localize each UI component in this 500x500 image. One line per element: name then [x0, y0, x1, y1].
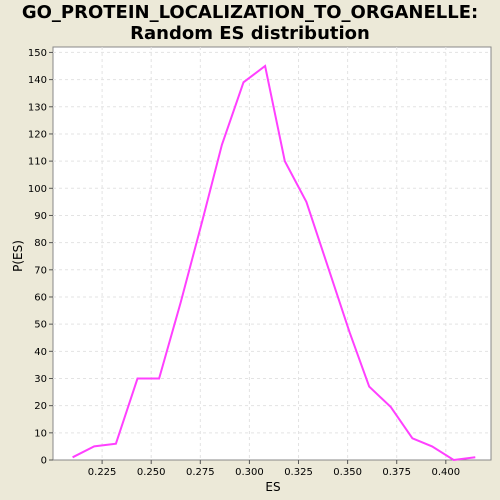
y-tick-label: 150 — [28, 48, 47, 59]
y-tick-label: 80 — [34, 238, 47, 249]
y-tick-label: 120 — [28, 129, 47, 140]
chart-title: GO_PROTEIN_LOCALIZATION_TO_ORGANELLE: Ra… — [0, 2, 500, 44]
y-tick-label: 30 — [34, 374, 47, 385]
chart-title-line-2: Random ES distribution — [130, 23, 370, 44]
y-tick-label: 0 — [41, 456, 47, 467]
x-tick-label: 0.250 — [137, 467, 166, 478]
y-tick-label: 130 — [28, 102, 47, 113]
y-tick-label: 100 — [28, 184, 47, 195]
x-tick-label: 0.275 — [186, 467, 215, 478]
y-tick-label: 20 — [34, 401, 47, 412]
x-tick-label: 0.400 — [432, 467, 461, 478]
y-tick-label: 140 — [28, 75, 47, 86]
y-tick-label: 90 — [34, 211, 47, 222]
y-tick-label: 50 — [34, 320, 47, 331]
y-tick-label: 60 — [34, 292, 47, 303]
y-axis-label: P(ES) — [11, 240, 25, 272]
x-tick-label: 0.300 — [235, 467, 264, 478]
y-tick-label: 10 — [34, 428, 47, 439]
x-axis-ticks: 0.225 0.250 0.275 0.300 0.325 0.350 0.375 0.400 — [88, 460, 460, 478]
y-tick-label: 40 — [34, 347, 47, 358]
y-axis-ticks: 0 10 20 30 40 50 60 70 80 90 100 110 120 130 140 150 — [28, 48, 53, 467]
y-tick-label: 110 — [28, 157, 47, 168]
plot-area — [52, 46, 492, 461]
x-tick-label: 0.350 — [333, 467, 362, 478]
x-tick-label: 0.225 — [88, 467, 117, 478]
grid-lines — [53, 47, 491, 460]
x-tick-label: 0.375 — [382, 467, 411, 478]
x-axis-label: ES — [265, 480, 280, 494]
es-distribution-line — [72, 64, 476, 462]
y-tick-label: 70 — [34, 265, 47, 276]
chart-title-line-1: GO_PROTEIN_LOCALIZATION_TO_ORGANELLE: — [21, 2, 479, 23]
x-tick-label: 0.325 — [284, 467, 313, 478]
